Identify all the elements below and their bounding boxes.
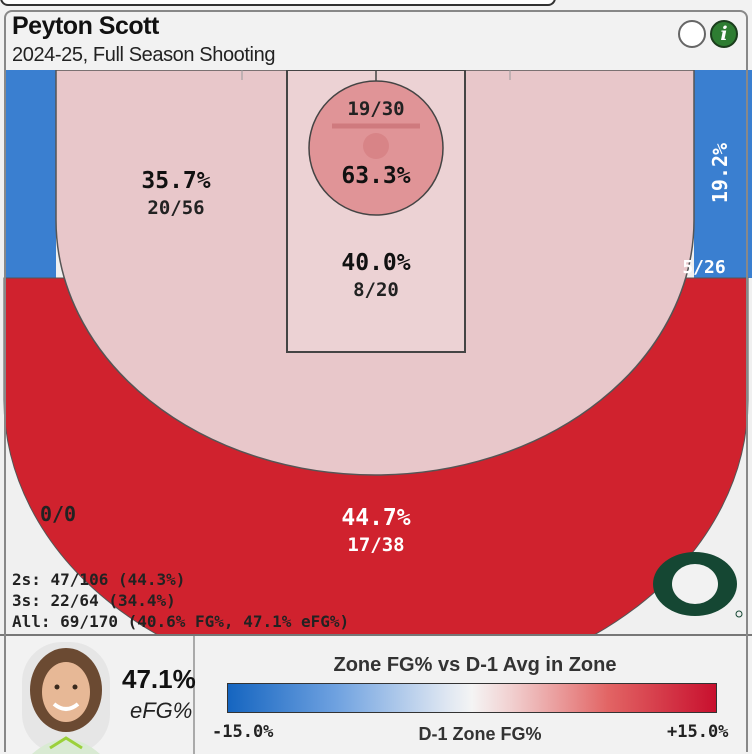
logo-inner bbox=[672, 564, 718, 604]
three-made-att: 17/38 bbox=[347, 534, 404, 556]
shooting-totals: 2s: 47/106 (44.3%) 3s: 22/64 (34.4%) All… bbox=[12, 569, 349, 632]
toggle-circle-button[interactable] bbox=[678, 20, 706, 48]
legend-min-label: -15.0% bbox=[212, 722, 274, 742]
team-logo bbox=[653, 552, 743, 618]
right-corner-made-att: 5/26 bbox=[682, 257, 725, 278]
shot-chart-court: 19/30 63.3% 40.0% 8/20 35.7% 20/56 19.2%… bbox=[0, 70, 752, 635]
info-icon[interactable]: i bbox=[710, 20, 738, 48]
three-fg-pct: 44.7% bbox=[341, 505, 410, 531]
legend-axis-label: D-1 Zone FG% bbox=[418, 724, 542, 744]
midrange-made-att: 20/56 bbox=[147, 197, 204, 219]
right-corner-fg-pct: 19.2% bbox=[708, 143, 732, 203]
rim-made-att: 19/30 bbox=[347, 98, 404, 120]
zone-left-wing-strip bbox=[4, 70, 56, 278]
summary-panel: 47.1% eFG% Zone FG% vs D-1 Avg in Zone -… bbox=[0, 634, 752, 754]
midrange-fg-pct: 35.7% bbox=[141, 168, 210, 194]
top-card-edge bbox=[0, 0, 556, 6]
all-total: All: 69/170 (40.6% FG%, 47.1% eFG%) bbox=[12, 612, 350, 631]
legend-title: Zone FG% vs D-1 Avg in Zone bbox=[333, 654, 617, 676]
zone-right-corner-three bbox=[694, 70, 752, 278]
court-svg: 19/30 63.3% 40.0% 8/20 35.7% 20/56 19.2%… bbox=[0, 70, 752, 635]
chart-header: Peyton Scott 2024-25, Full Season Shooti… bbox=[0, 10, 752, 70]
player-name: Peyton Scott bbox=[12, 12, 159, 40]
twos-total: 2s: 47/106 (44.3%) bbox=[12, 570, 186, 589]
legend-max-label: +15.0% bbox=[667, 722, 729, 742]
logo-registered-mark bbox=[735, 610, 743, 618]
paint-fg-pct: 40.0% bbox=[341, 250, 410, 276]
season-label: 2024-25, Full Season Shooting bbox=[12, 44, 276, 66]
player-photo-panel: 47.1% eFG% bbox=[8, 636, 196, 754]
left-corner-made-att: 0/0 bbox=[40, 502, 76, 526]
legend-gradient-bar bbox=[227, 683, 717, 713]
paint-made-att: 8/20 bbox=[353, 279, 399, 301]
efg-value: 47.1% bbox=[122, 664, 196, 694]
hoop-mark bbox=[363, 133, 389, 159]
efg-label: eFG% bbox=[130, 698, 193, 723]
player-avatar bbox=[22, 642, 110, 754]
threes-total: 3s: 22/64 (34.4%) bbox=[12, 591, 176, 610]
rim-fg-pct: 63.3% bbox=[341, 163, 410, 189]
